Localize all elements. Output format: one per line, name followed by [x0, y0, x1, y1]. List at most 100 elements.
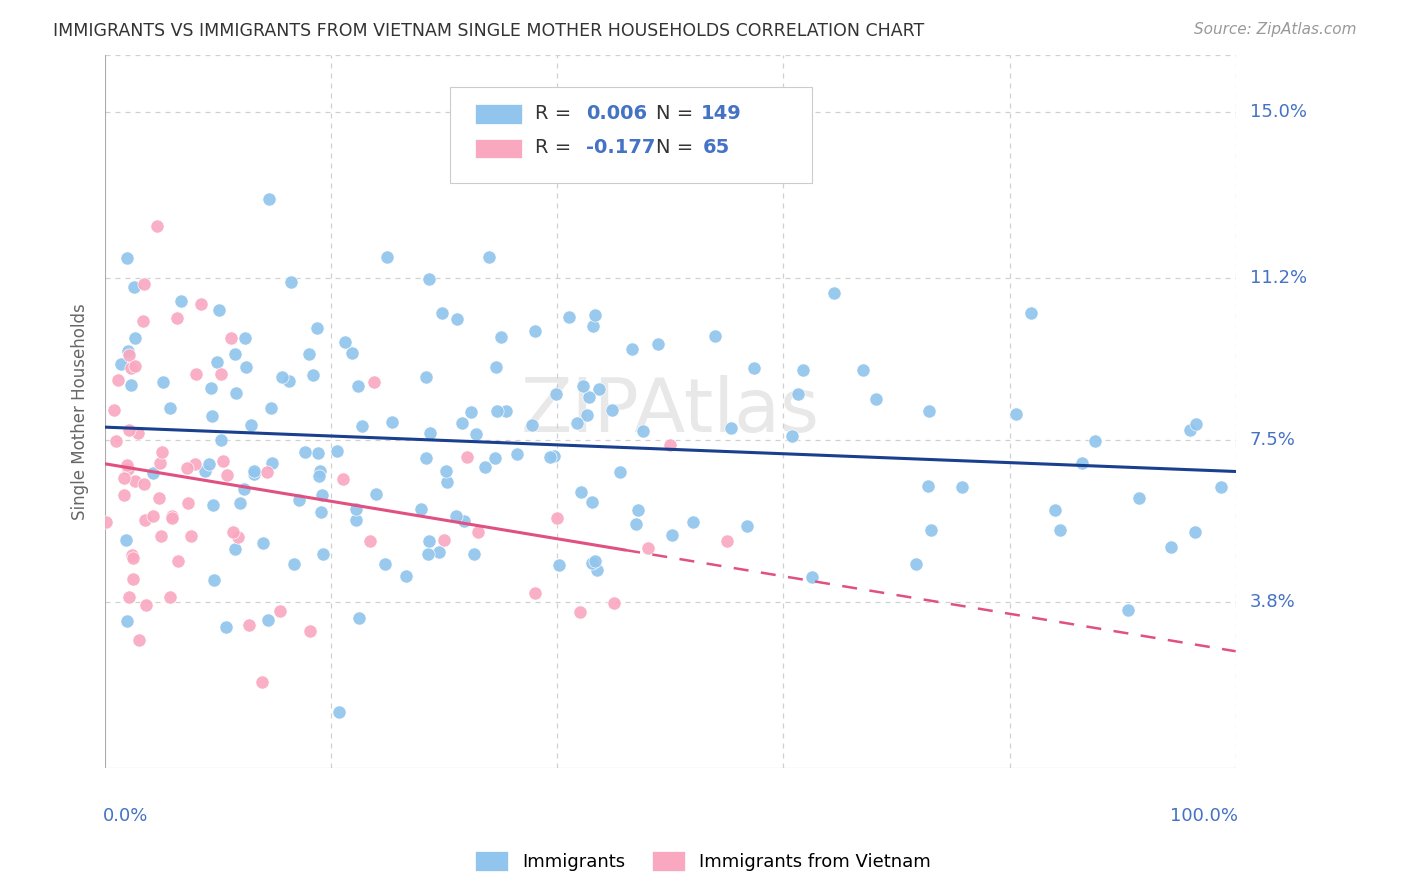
Point [522, 418, 544, 433]
Point [609, 465, 631, 479]
Point [852, 363, 875, 377]
Point [184, 457, 207, 471]
Text: -0.177: -0.177 [586, 138, 655, 157]
Point [801, 570, 824, 584]
Point [637, 541, 659, 556]
Point [117, 344, 139, 359]
Point [1049, 523, 1071, 537]
Point [124, 331, 146, 345]
Point [131, 314, 153, 328]
Point [326, 443, 349, 458]
Point [177, 495, 200, 509]
Point [235, 331, 257, 345]
Point [350, 419, 373, 434]
Point [581, 494, 603, 508]
Point [460, 405, 482, 419]
Point [359, 533, 381, 548]
Point [219, 330, 242, 344]
Point [1178, 423, 1201, 437]
Point [146, 219, 169, 234]
Point [787, 387, 810, 401]
Point [905, 558, 928, 572]
Point [209, 367, 232, 381]
Point [583, 554, 606, 568]
Y-axis label: Single Mother Households: Single Mother Households [72, 303, 89, 520]
Point [250, 675, 273, 690]
Point [280, 275, 302, 289]
Point [467, 524, 489, 539]
Point [176, 460, 198, 475]
Point [1185, 417, 1208, 432]
Point [474, 460, 496, 475]
Point [160, 508, 183, 523]
Point [122, 280, 145, 294]
Point [121, 548, 143, 562]
Point [647, 337, 669, 351]
Point [128, 632, 150, 647]
Point [308, 469, 330, 483]
Point [127, 426, 149, 441]
Point [409, 501, 432, 516]
Point [309, 505, 332, 519]
Point [538, 450, 561, 464]
Point [583, 308, 606, 322]
Point [582, 319, 605, 334]
Point [333, 335, 356, 350]
Point [450, 416, 472, 430]
Point [229, 495, 252, 509]
Point [152, 376, 174, 390]
Point [1209, 480, 1232, 494]
Point [456, 450, 478, 464]
Point [134, 513, 156, 527]
Point [1116, 603, 1139, 617]
Text: 3.8%: 3.8% [1250, 592, 1295, 611]
Point [298, 624, 321, 638]
Point [256, 613, 278, 627]
Point [626, 517, 648, 532]
Point [149, 529, 172, 543]
Text: 100.0%: 100.0% [1170, 807, 1237, 825]
Point [918, 404, 941, 418]
Legend: Immigrants, Immigrants from Vietnam: Immigrants, Immigrants from Vietnam [468, 844, 938, 879]
Point [197, 457, 219, 471]
Point [180, 529, 202, 543]
Point [215, 620, 238, 634]
Point [152, 444, 174, 458]
Point [917, 479, 939, 493]
Point [1084, 434, 1107, 449]
Point [465, 427, 488, 442]
Point [252, 536, 274, 550]
Point [575, 409, 598, 423]
Point [224, 542, 246, 557]
Text: ZIPAtlas: ZIPAtlas [520, 375, 820, 448]
Point [262, 456, 284, 470]
Point [294, 445, 316, 459]
Point [742, 361, 765, 376]
Text: IMMIGRANTS VS IMMIGRANTS FROM VIETNAM SINGLE MOTHER HOUSEHOLDS CORRELATION CHART: IMMIGRANTS VS IMMIGRANTS FROM VIETNAM SI… [53, 22, 925, 40]
Point [484, 450, 506, 465]
Point [484, 359, 506, 374]
Point [659, 438, 682, 452]
Point [344, 513, 367, 527]
Point [495, 403, 517, 417]
Point [142, 466, 165, 480]
Point [148, 491, 170, 505]
Point [418, 272, 440, 286]
Point [419, 425, 441, 440]
Point [627, 502, 650, 516]
Point [117, 348, 139, 362]
Text: 15.0%: 15.0% [1250, 103, 1306, 121]
Point [436, 475, 458, 489]
Point [416, 547, 439, 561]
Point [159, 401, 181, 416]
Text: N =: N = [655, 104, 693, 123]
Point [434, 464, 457, 478]
Point [235, 360, 257, 375]
Point [415, 370, 437, 384]
Point [1070, 456, 1092, 470]
Bar [475, 138, 523, 159]
Point [134, 477, 156, 491]
Point [1160, 540, 1182, 554]
Point [240, 417, 263, 432]
Text: Source: ZipAtlas.com: Source: ZipAtlas.com [1194, 22, 1357, 37]
